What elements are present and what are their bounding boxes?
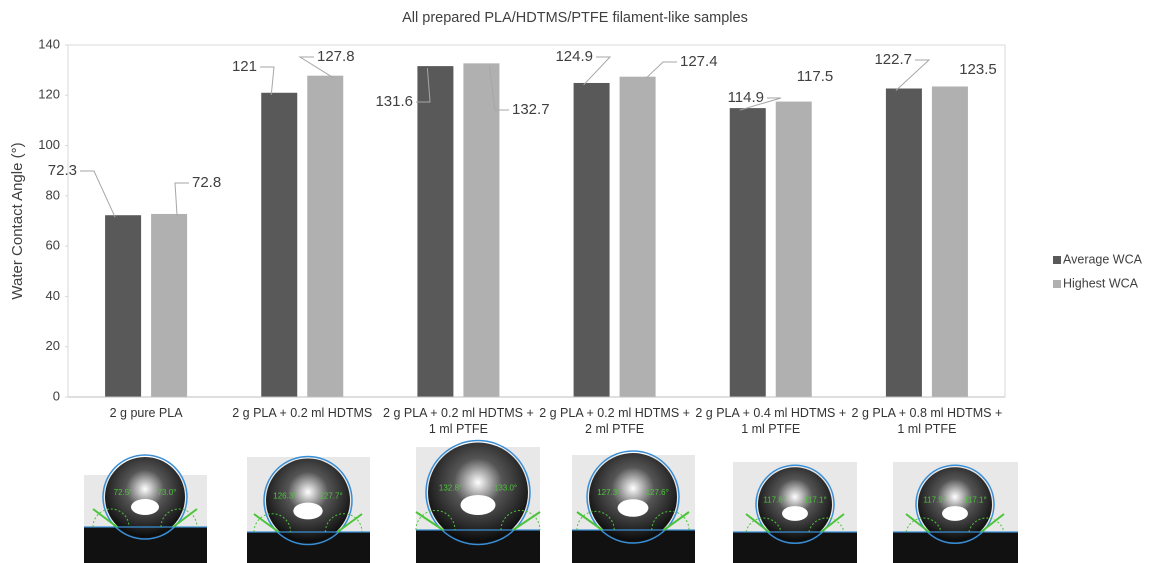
- bar: [417, 66, 453, 397]
- legend-label: Average WCA: [1063, 252, 1143, 266]
- y-tick-label: 140: [38, 36, 60, 51]
- bar: [574, 83, 610, 397]
- x-tick-label: 2 g PLA + 0.2 ml HDTMS + 1 ml PTFE: [378, 405, 538, 437]
- droplet-image: 117.8° 117.1°: [733, 462, 857, 563]
- x-tick-label: 2 g PLA + 0.2 ml HDTMS: [222, 405, 382, 421]
- bar: [620, 77, 656, 397]
- legend-swatch: [1053, 256, 1061, 264]
- y-tick-label: 0: [53, 388, 60, 403]
- highlight: [293, 503, 322, 520]
- y-tick-label: 60: [46, 238, 60, 253]
- legend-label: Highest WCA: [1063, 276, 1139, 290]
- highlight: [461, 495, 496, 515]
- angle-label: 117.1°: [804, 495, 827, 504]
- data-label: 117.5: [797, 68, 833, 85]
- x-tick-label: 2 g PLA + 0.8 ml HDTMS + 1 ml PTFE: [847, 405, 1007, 437]
- data-label: 114.9: [728, 89, 764, 106]
- leader-line: [175, 183, 189, 216]
- droplet-image: 127.3° 127.6°: [572, 451, 695, 563]
- bar: [886, 88, 922, 397]
- x-tick-label: 2 g PLA + 0.2 ml HDTMS + 2 ml PTFE: [535, 405, 695, 437]
- chart: All prepared PLA/HDTMS/PTFE filament-lik…: [0, 0, 1151, 563]
- data-label: 132.7: [512, 101, 550, 118]
- bar: [463, 63, 499, 397]
- bar: [105, 215, 141, 397]
- angle-label: 132.8°: [439, 484, 462, 493]
- highlight: [131, 499, 159, 515]
- droplet-image: 126.3° 127.7°: [247, 457, 370, 563]
- data-label: 127.4: [680, 53, 718, 70]
- angle-label: 133.0°: [494, 484, 517, 493]
- angle-label: 127.7°: [319, 492, 342, 501]
- data-label: 72.8: [192, 174, 221, 191]
- bar: [776, 102, 812, 397]
- data-label: 72.3: [48, 162, 77, 179]
- bar: [730, 108, 766, 397]
- y-axis-label: Water Contact Angle (°): [9, 142, 26, 299]
- angle-label: 127.6°: [646, 488, 669, 497]
- bar: [307, 76, 343, 397]
- data-label: 121: [232, 58, 257, 75]
- leader-line: [260, 67, 274, 95]
- leader-line: [80, 171, 115, 217]
- data-label: 127.8: [317, 48, 355, 65]
- chart-title: All prepared PLA/HDTMS/PTFE filament-lik…: [402, 10, 748, 26]
- angle-label: 117.1°: [964, 495, 987, 504]
- page: All prepared PLA/HDTMS/PTFE filament-lik…: [0, 0, 1151, 563]
- y-tick-label: 100: [38, 137, 60, 152]
- droplet-image: 117.9° 117.1°: [893, 462, 1018, 563]
- droplet-image: 132.8° 133.0°: [416, 441, 540, 563]
- bar: [151, 214, 187, 397]
- data-label: 122.7: [874, 51, 912, 68]
- angle-label: 117.9°: [923, 495, 946, 504]
- angle-label: 72.5°: [114, 488, 133, 497]
- angle-label: 117.8°: [763, 495, 786, 504]
- plot-border: [68, 45, 1005, 397]
- angle-label: 73.0°: [158, 488, 177, 497]
- highlight: [782, 506, 808, 521]
- angle-label: 126.3°: [273, 492, 296, 501]
- highlight: [618, 499, 649, 517]
- y-tick-label: 120: [38, 87, 60, 102]
- highlight: [942, 506, 968, 521]
- legend-swatch: [1053, 280, 1061, 288]
- x-tick-label: 2 g PLA + 0.4 ml HDTMS + 1 ml PTFE: [691, 405, 851, 437]
- y-tick-label: 40: [46, 288, 60, 303]
- data-label: 124.9: [555, 48, 593, 65]
- bar: [261, 93, 297, 397]
- bar: [932, 86, 968, 397]
- angle-label: 127.3°: [597, 488, 620, 497]
- y-tick-label: 80: [46, 187, 60, 202]
- data-label: 131.6: [375, 93, 413, 110]
- droplet-image: 72.5° 73.0°: [84, 455, 207, 563]
- data-label: 123.5: [959, 61, 997, 78]
- y-tick-label: 20: [46, 338, 60, 353]
- leader-line: [646, 62, 677, 79]
- x-tick-label: 2 g pure PLA: [66, 405, 226, 421]
